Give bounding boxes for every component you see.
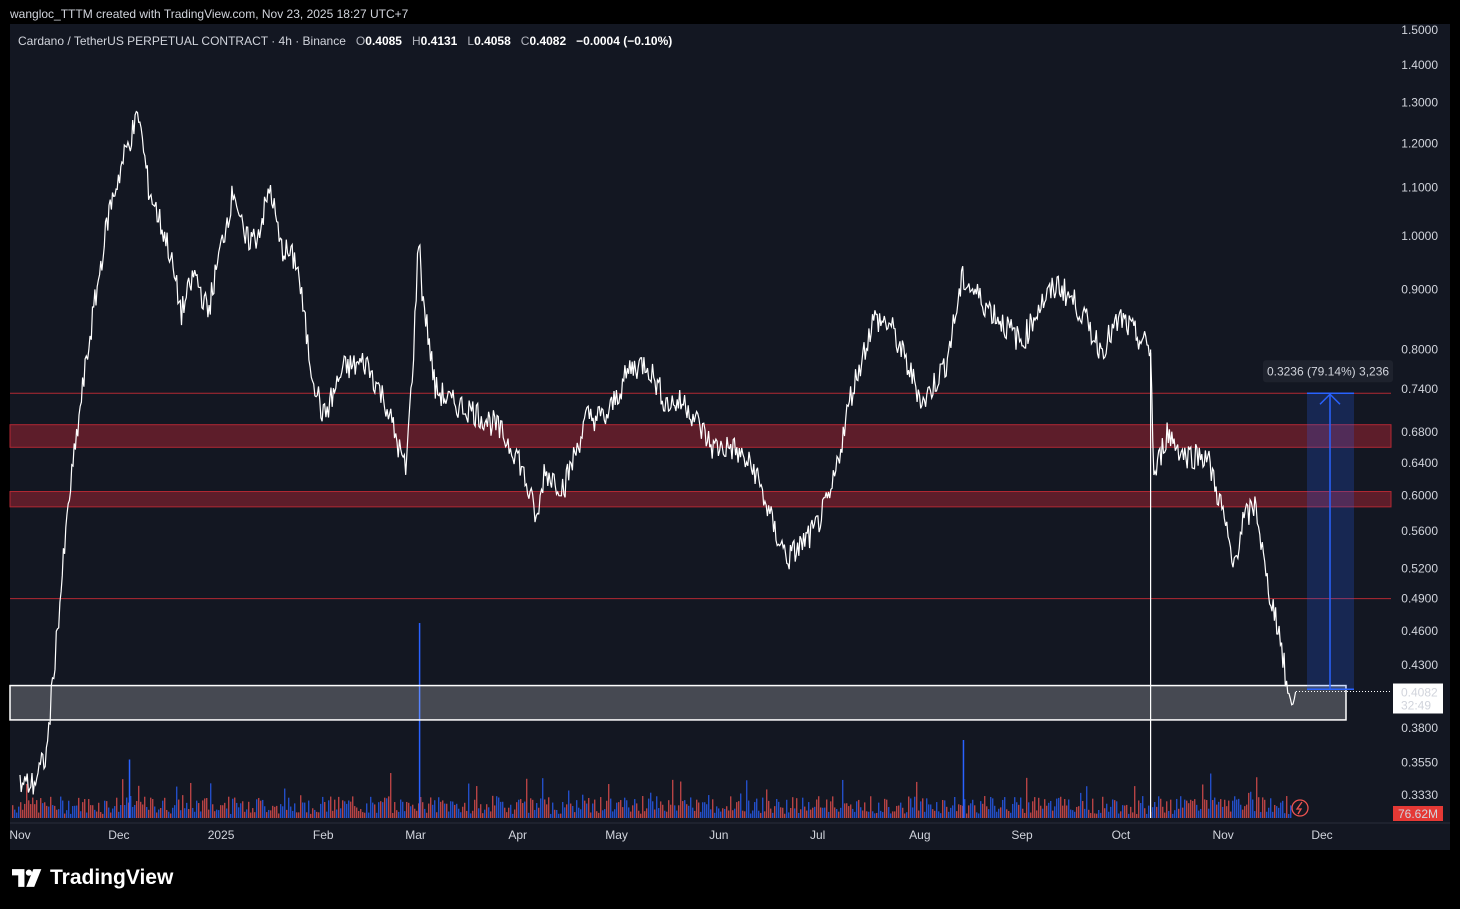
price-axis[interactable]: 1.5000 1.4000 1.3000 1.2000 1.1000 1.0000 0.90… — [1401, 23, 1438, 802]
time-tick: Mar — [405, 828, 426, 842]
support-box — [9, 684, 1347, 721]
price-tick: 1.2000 — [1401, 136, 1438, 150]
horizontal-levels — [10, 392, 1391, 600]
close-key: C — [520, 34, 530, 48]
price-line — [19, 110, 1297, 795]
replay-icon[interactable] — [1291, 799, 1309, 817]
time-tick: Aug — [909, 828, 930, 842]
volume-spike-1 — [962, 740, 965, 818]
price-tick: 0.5600 — [1401, 524, 1438, 538]
price-tick: 1.3000 — [1401, 96, 1438, 110]
volume-label-text: 76.62M — [1398, 807, 1438, 821]
low-value: 0.4058 — [474, 34, 511, 48]
countdown-value: 32:49 — [1401, 699, 1431, 713]
low-key: L — [467, 34, 475, 48]
price-tick: 0.6000 — [1401, 489, 1438, 503]
brand[interactable]: TradingView — [12, 866, 173, 890]
measure-arrowhead — [1319, 393, 1341, 405]
measure-label-bg — [1263, 360, 1393, 383]
price-tick: 0.3330 — [1401, 788, 1438, 802]
brand-name: TradingView — [50, 866, 174, 889]
open-key: O — [355, 34, 366, 48]
price-tick: 0.5200 — [1401, 561, 1438, 575]
price-tick: 0.8000 — [1401, 343, 1438, 357]
attribution: wangloc_TTTM created with TradingView.co… — [10, 7, 409, 21]
price-tick: 0.6800 — [1401, 425, 1438, 439]
price-tick: 0.4600 — [1401, 624, 1438, 638]
time-tick: May — [605, 828, 628, 842]
volume-spike-2 — [128, 759, 131, 818]
volume-label-bg — [1393, 806, 1443, 821]
time-tick: Sep — [1011, 828, 1033, 842]
time-tick: Nov — [1212, 828, 1233, 842]
measure-tool[interactable]: 0.3236 (79.14%) 3,236 — [1263, 360, 1393, 691]
change-value: −0.0004 (−0.10%) — [576, 34, 673, 48]
tradingview-logo-icon — [12, 869, 42, 887]
close-value: 0.4082 — [529, 34, 567, 48]
high-value: 0.4131 — [420, 34, 458, 48]
support-box-layer[interactable] — [9, 684, 1347, 721]
time-axis[interactable]: Nov Dec 2025 Feb Mar Apr May Jun Jul Aug Sep Oct Nov… — [9, 822, 1450, 842]
symbol-name[interactable]: Cardano / TetherUS PERPETUAL CONTRACT · … — [18, 34, 346, 48]
open-value: 0.4085 — [365, 34, 402, 48]
last-price-label-bg — [1393, 683, 1443, 714]
high-key: H — [411, 34, 421, 48]
time-tick: 2025 — [208, 828, 235, 842]
price-tick: 1.4000 — [1401, 58, 1438, 72]
time-tick: Oct — [1112, 828, 1131, 842]
measure-label: 0.3236 (79.14%) 3,236 — [1267, 364, 1389, 378]
time-tick: Nov — [9, 828, 30, 842]
price-tick: 0.4900 — [1401, 592, 1438, 606]
time-tick: Dec — [1311, 828, 1332, 842]
price-tick: 0.4300 — [1401, 658, 1438, 672]
last-price-value: 0.4082 — [1401, 686, 1438, 700]
time-tick: Jul — [810, 828, 825, 842]
volume-last-label: 76.62M — [1393, 806, 1443, 821]
price-tick: 1.5000 — [1401, 23, 1438, 37]
time-tick: Apr — [508, 828, 527, 842]
price-tick: 1.1000 — [1401, 181, 1438, 195]
zone-1 — [9, 491, 1392, 508]
price-tick: 0.3550 — [1401, 755, 1438, 769]
price-tick: 1.0000 — [1401, 229, 1438, 243]
price-tick: 0.3800 — [1401, 721, 1438, 735]
price-tick: 0.7400 — [1401, 382, 1438, 396]
price-tick: 0.6400 — [1401, 456, 1438, 470]
time-tick: Feb — [313, 828, 334, 842]
price-tick: 0.9000 — [1401, 283, 1438, 297]
symbol-legend[interactable]: Cardano / TetherUS PERPETUAL CONTRACT · … — [18, 34, 672, 48]
time-tick: Jun — [709, 828, 728, 842]
time-tick: Dec — [108, 828, 129, 842]
